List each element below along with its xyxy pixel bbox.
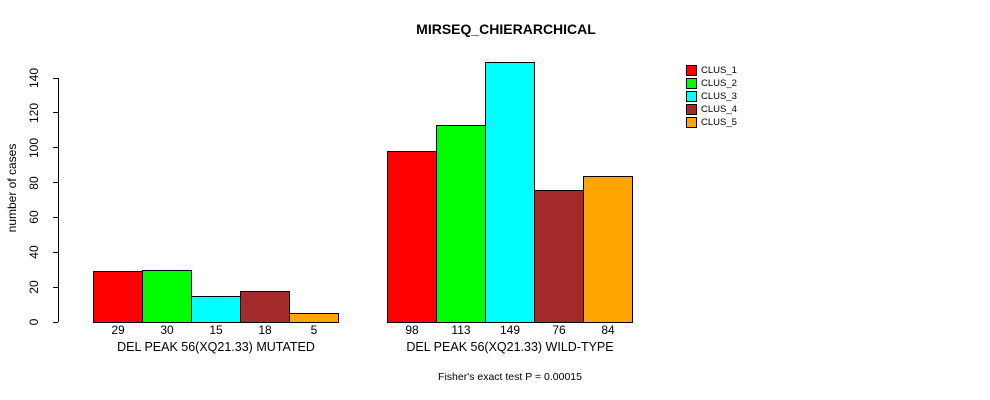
bar-value-label: 18 (258, 323, 272, 337)
bar-value-label: 98 (405, 323, 419, 337)
bar (289, 313, 339, 323)
annotation-text: Fisher's exact test P = 0.00015 (438, 371, 582, 383)
bar (485, 62, 535, 323)
bar (534, 190, 584, 323)
legend-label: CLUS_1 (701, 65, 737, 76)
bar-value-label: 84 (601, 323, 615, 337)
category-label: DEL PEAK 56(XQ21.33) MUTATED (117, 340, 315, 354)
legend-swatch (686, 91, 697, 102)
legend-label: CLUS_4 (701, 104, 737, 115)
y-axis-tick-label: 60 (27, 210, 41, 225)
y-axis-tick-label: 80 (27, 175, 41, 190)
bar-value-label: 76 (552, 323, 566, 337)
legend: CLUS_1 CLUS_2 CLUS_3 CLUS_4 CLUS_5 (686, 65, 737, 130)
legend-row: CLUS_2 (686, 78, 737, 89)
y-axis-tick (53, 182, 58, 184)
y-axis-tick-label: 140 (27, 67, 41, 89)
y-axis-tick (53, 216, 58, 218)
bar (142, 270, 192, 323)
chart-title: MIRSEQ_CHIERARCHICAL (416, 21, 596, 37)
y-axis-line (58, 78, 59, 322)
y-axis-tick (53, 77, 58, 79)
category-label: DEL PEAK 56(XQ21.33) WILD-TYPE (406, 340, 614, 354)
bar (93, 271, 143, 323)
y-axis-tick (53, 321, 58, 323)
y-axis-tick-label: 40 (27, 245, 41, 259)
bar (387, 151, 437, 323)
legend-swatch (686, 65, 697, 76)
y-axis-tick (53, 286, 58, 288)
bar (191, 296, 241, 323)
y-axis-label: number of cases (5, 143, 19, 233)
bar-value-label: 149 (499, 323, 521, 337)
y-axis-tick (53, 147, 58, 149)
bar-value-label: 15 (209, 323, 223, 337)
legend-label: CLUS_5 (701, 117, 737, 128)
legend-row: CLUS_4 (686, 104, 737, 115)
bar (583, 176, 633, 323)
y-axis-tick (53, 251, 58, 253)
bar-value-label: 29 (111, 323, 125, 337)
legend-label: CLUS_3 (701, 91, 737, 102)
legend-row: CLUS_5 (686, 117, 737, 128)
y-axis-tick-label: 20 (27, 280, 41, 294)
y-axis-tick-label: 100 (27, 137, 41, 158)
bar-value-label: 30 (160, 323, 174, 337)
legend-swatch (686, 104, 697, 115)
bar (240, 291, 290, 323)
legend-row: CLUS_1 (686, 65, 737, 76)
y-axis-tick-label: 0 (27, 318, 41, 326)
bar (436, 125, 486, 323)
legend-swatch (686, 78, 697, 89)
y-axis-tick (53, 112, 58, 114)
legend-row: CLUS_3 (686, 91, 737, 102)
y-axis-tick-label: 120 (27, 102, 41, 123)
legend-label: CLUS_2 (701, 78, 737, 89)
bar-value-label: 113 (451, 323, 471, 337)
legend-swatch (686, 117, 697, 128)
bar-value-label: 5 (310, 323, 318, 337)
